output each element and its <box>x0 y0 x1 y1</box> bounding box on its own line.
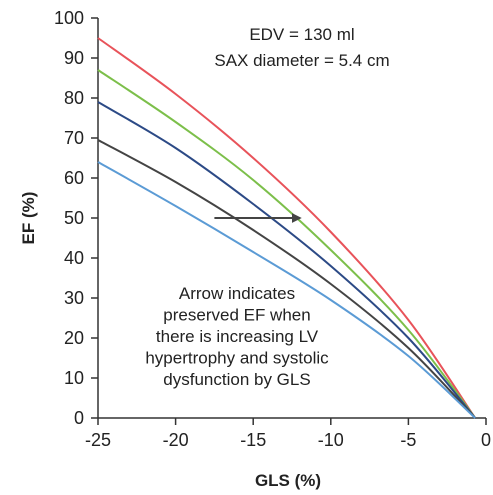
y-tick-label: 60 <box>64 168 84 188</box>
y-tick-label: 80 <box>64 88 84 108</box>
annotation-bottom-line: dysfunction by GLS <box>163 370 310 389</box>
y-tick-label: 20 <box>64 328 84 348</box>
annotation-top-line: EDV = 130 ml <box>249 25 354 44</box>
annotation-top-line: SAX diameter = 5.4 cm <box>214 51 389 70</box>
y-tick-label: 10 <box>64 368 84 388</box>
y-tick-label: 100 <box>54 8 84 28</box>
series-line-1 <box>97 37 476 419</box>
series-line-3 <box>97 101 476 419</box>
axes: 0 10 20 30 40 50 60 70 80 90 100 -25 -20 -15 -10 -5 0 GLS… <box>19 8 491 490</box>
x-tick-label: -10 <box>318 430 344 450</box>
y-tick-label: 0 <box>74 408 84 428</box>
y-tick-label: 50 <box>64 208 84 228</box>
annotations: EDV = 130 ml SAX diameter = 5.4 cm Arrow i… <box>145 25 389 389</box>
y-tick-label: 40 <box>64 248 84 268</box>
y-tick-label: 30 <box>64 288 84 308</box>
x-tick-label: -20 <box>163 430 189 450</box>
y-axis-title: EF (%) <box>19 192 38 245</box>
x-tick-label: -5 <box>400 430 416 450</box>
y-tick-label: 90 <box>64 48 84 68</box>
series-line-4 <box>97 139 476 419</box>
annotation-bottom-line: there is increasing LV <box>156 327 319 346</box>
x-axis-title: GLS (%) <box>255 471 321 490</box>
x-tick-label: 0 <box>481 430 491 450</box>
annotation-bottom-line: preserved EF when <box>163 306 310 325</box>
annotation-bottom-line: hypertrophy and systolic <box>145 349 329 368</box>
x-tick-label: -25 <box>85 430 111 450</box>
series-line-5 <box>97 161 476 419</box>
annotation-bottom-line: Arrow indicates <box>179 284 295 303</box>
x-tick-label: -15 <box>240 430 266 450</box>
y-tick-label: 70 <box>64 128 84 148</box>
